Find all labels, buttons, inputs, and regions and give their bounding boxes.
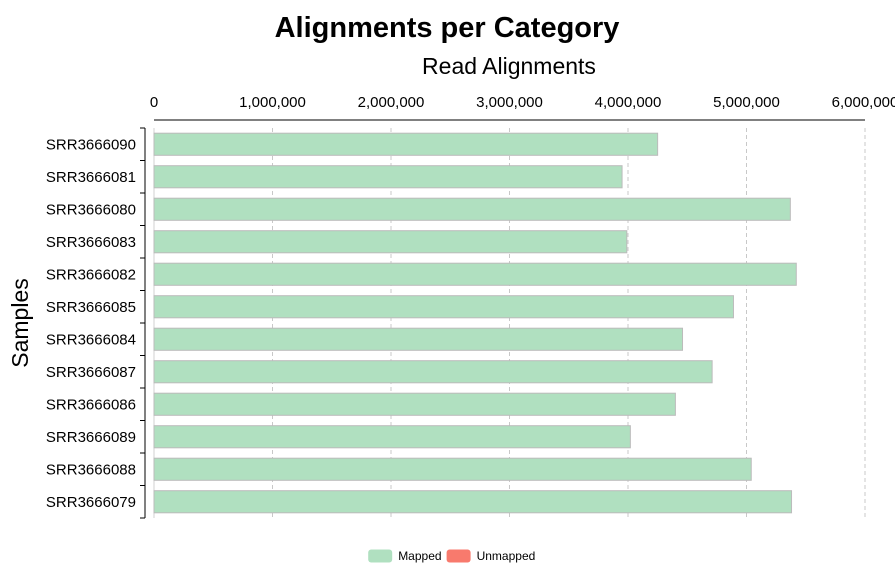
x-axis: 0 1,000,000 2,000,000 3,000,000 4,000,000 5,0… xyxy=(150,94,895,121)
y-tick-label: SRR3666081 xyxy=(46,169,136,186)
legend-swatch xyxy=(446,549,471,563)
y-axis: SRR3666090 SRR3666081 SRR3666080 SRR3666083… xyxy=(46,127,155,519)
legend-swatch xyxy=(368,549,393,563)
bar-mapped[interactable] xyxy=(153,457,752,481)
bar-mapped[interactable] xyxy=(153,165,623,189)
x-tick-label: 6,000,000 xyxy=(832,94,895,111)
y-tick-label: SRR3666090 xyxy=(46,136,136,153)
y-tick-label: SRR3666089 xyxy=(46,429,136,446)
bars xyxy=(153,132,797,514)
y-tick-label: SRR3666086 xyxy=(46,396,136,413)
legend-label: Unmapped xyxy=(477,549,536,563)
bar-mapped[interactable] xyxy=(153,425,631,449)
y-tick-label: SRR3666082 xyxy=(46,266,136,283)
y-tick-label: SRR3666087 xyxy=(46,364,136,381)
y-tick-label: SRR3666079 xyxy=(46,494,136,511)
x-tick-label: 3,000,000 xyxy=(476,94,543,111)
bar-mapped[interactable] xyxy=(153,230,628,254)
legend[interactable]: Mapped Unmapped xyxy=(368,549,535,563)
bar-mapped[interactable] xyxy=(153,327,684,351)
x-tick-label: 0 xyxy=(150,94,158,111)
legend-item-unmapped[interactable]: Unmapped xyxy=(446,549,536,563)
x-tick-label: 1,000,000 xyxy=(239,94,306,111)
legend-item-mapped[interactable]: Mapped xyxy=(368,549,442,563)
legend-label: Mapped xyxy=(398,549,441,563)
chart-title: Alignments per Category xyxy=(275,12,620,44)
bar-mapped[interactable] xyxy=(153,360,713,384)
x-tick-label: 5,000,000 xyxy=(713,94,780,111)
x-axis-title: Read Alignments xyxy=(422,53,596,79)
y-tick-label: SRR3666085 xyxy=(46,299,136,316)
bar-mapped[interactable] xyxy=(153,132,659,156)
y-axis-title: Samples xyxy=(7,278,33,367)
y-tick-label: SRR3666080 xyxy=(46,201,136,218)
x-tick-label: 4,000,000 xyxy=(595,94,662,111)
gridlines xyxy=(272,128,866,518)
bar-mapped[interactable] xyxy=(153,197,791,221)
y-tick-label: SRR3666083 xyxy=(46,234,136,251)
x-tick-label: 2,000,000 xyxy=(358,94,425,111)
bar-mapped[interactable] xyxy=(153,490,793,514)
bar-mapped[interactable] xyxy=(153,392,676,416)
y-tick-label: SRR3666088 xyxy=(46,461,136,478)
bar-mapped[interactable] xyxy=(153,295,734,319)
y-tick-label: SRR3666084 xyxy=(46,331,136,348)
bar-mapped[interactable] xyxy=(153,262,797,286)
